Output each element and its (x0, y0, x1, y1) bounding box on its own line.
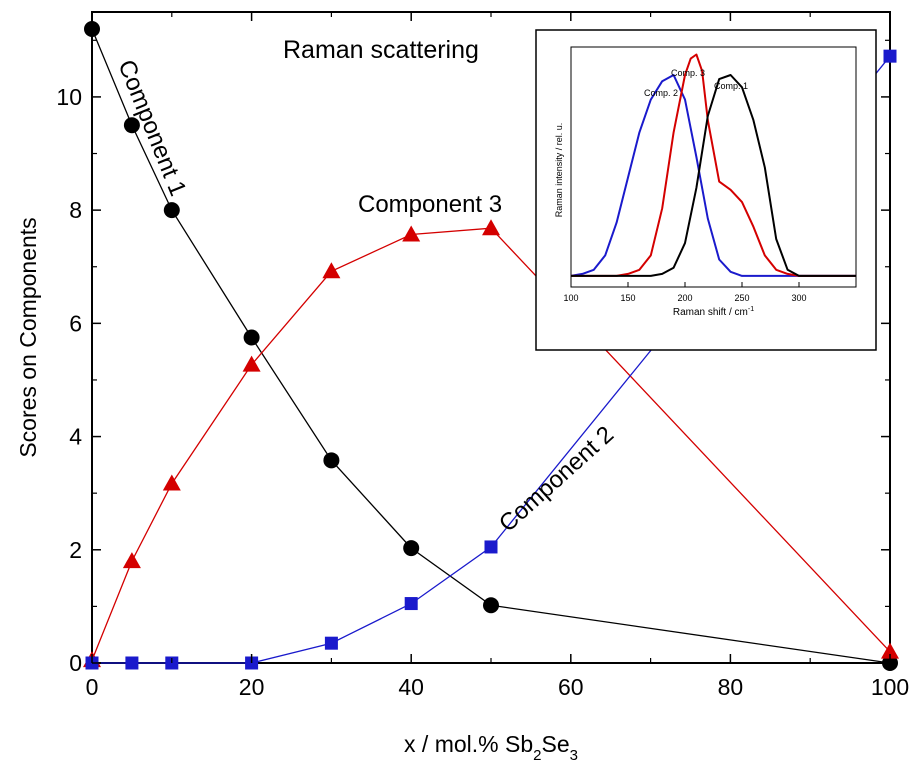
series-line-2 (91, 227, 891, 661)
data-point-square (125, 656, 139, 670)
y-tick-label: 8 (69, 197, 82, 223)
data-point-circle (403, 540, 420, 557)
data-point-triangle (482, 219, 500, 236)
y-tick-label: 4 (69, 424, 82, 450)
inset-series-line-1 (570, 74, 856, 277)
inset-label-comp-3: Comp. 3 (671, 68, 705, 78)
inset-x-axis-label: Raman shift / cm-1 (673, 306, 754, 318)
data-point-square (324, 636, 338, 650)
data-point-circle (163, 202, 180, 219)
main-y-axis-label: Scores on Components (15, 217, 41, 457)
main-axis-ticks: 0 20 40 60 80 100 0 2 4 6 8 10 (56, 12, 909, 700)
data-point-square (484, 540, 498, 554)
series-line-1 (91, 28, 891, 664)
x-tick-label: 20 (239, 674, 265, 700)
data-point-triangle (242, 355, 261, 372)
data-point-triangle (881, 642, 899, 659)
main-x-label-main: x / mol.% Sb (404, 731, 533, 757)
data-point-square (883, 49, 897, 63)
inset-x-tick-label: 300 (791, 293, 806, 303)
x-tick-label: 80 (718, 674, 744, 700)
data-point-triangle (322, 262, 341, 279)
inset-x-label-sup: -1 (748, 306, 754, 313)
y-tick-label: 0 (69, 650, 82, 676)
data-point-triangle (402, 225, 421, 242)
inset-label-comp-1: Comp. 1 (714, 81, 748, 91)
data-point-circle (123, 117, 140, 134)
data-point-circle (84, 20, 100, 37)
series-label-component-3: Component 3 (358, 191, 502, 218)
inset-plot-frame (570, 46, 857, 288)
data-point-square (404, 597, 418, 611)
inset-axis-ticks: 100 150 200 250 300 (563, 282, 807, 303)
x-tick-label: 60 (558, 674, 584, 700)
main-x-label-mid: Se (541, 731, 569, 757)
y-tick-label: 10 (56, 84, 82, 110)
data-point-circle (483, 597, 499, 614)
main-x-label-sub1: 2 (533, 747, 541, 764)
inset-x-tick-label: 250 (734, 293, 749, 303)
y-tick-label: 6 (69, 310, 82, 336)
data-point-triangle (122, 552, 141, 569)
inset-x-tick-label: 100 (563, 293, 578, 303)
inset-plot: 100 150 200 250 300 Raman intensity / rel. u… (535, 29, 877, 351)
series-line-3 (92, 55, 891, 664)
main-series-markers (83, 20, 899, 671)
inset-panel (535, 29, 877, 351)
inset-x-tick-label: 200 (677, 293, 692, 303)
x-tick-label: 0 (86, 674, 99, 700)
x-tick-label: 40 (398, 674, 424, 700)
data-point-triangle (162, 474, 181, 491)
main-series-lines (91, 28, 891, 664)
inset-y-axis-label: Raman intensity / rel. u. (554, 123, 564, 218)
main-x-axis-label: x / mol.% Sb2Se3 (404, 731, 578, 764)
series-label-component-1: Component 1 (112, 56, 191, 200)
inset-x-tick-label: 150 (620, 293, 635, 303)
inset-x-label-main: Raman shift / cm (673, 307, 748, 318)
inset-series-lines (570, 53, 856, 277)
data-point-circle (243, 329, 260, 346)
main-chart-title: Raman scattering (283, 36, 479, 64)
series-label-component-2: Component 2 (494, 421, 619, 537)
x-tick-label: 100 (871, 674, 909, 700)
inset-label-comp-2: Comp. 2 (644, 88, 678, 98)
y-tick-label: 2 (69, 537, 82, 563)
main-x-label-sub2: 3 (570, 747, 578, 764)
inset-series-line-3 (571, 74, 856, 277)
data-point-circle (323, 452, 340, 469)
